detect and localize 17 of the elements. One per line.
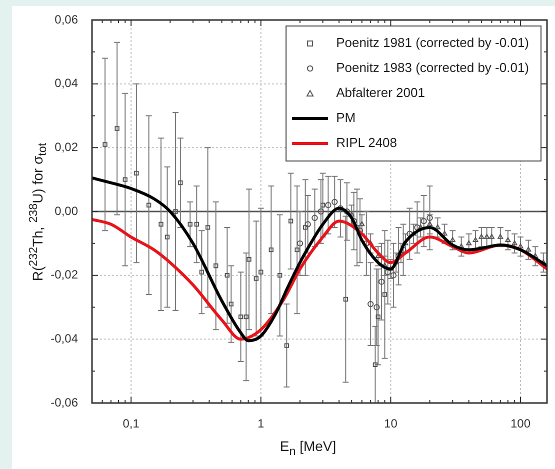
legend-label: RIPL 2408 [336,135,398,150]
x-tick-label: 0,1 [122,416,140,431]
y-tick-label: 0,06 [54,12,78,26]
x-axis-title: E$_{n}$ [MeV] [280,438,336,458]
x-tick-label: 10 [384,416,398,431]
y-tick-label: -0,02 [50,268,78,282]
x-tick-label: 1 [258,416,265,431]
y-tick-label: -0,06 [50,395,78,410]
y-tick-label: -0,04 [50,331,78,346]
y-tick-label: 0,04 [54,76,78,90]
legend-label: PM [336,110,356,126]
y-tick-label: 0,00 [54,204,78,218]
y-tick-label: 0,02 [54,140,78,154]
x-tick-label: 100 [510,416,531,431]
legend-label: Abfalterer 2001 [336,85,425,100]
legend-label: Poenitz 1981 (corrected by -0.01) [336,35,529,50]
legend-label: Poenitz 1983 (corrected by -0.01) [336,60,529,76]
